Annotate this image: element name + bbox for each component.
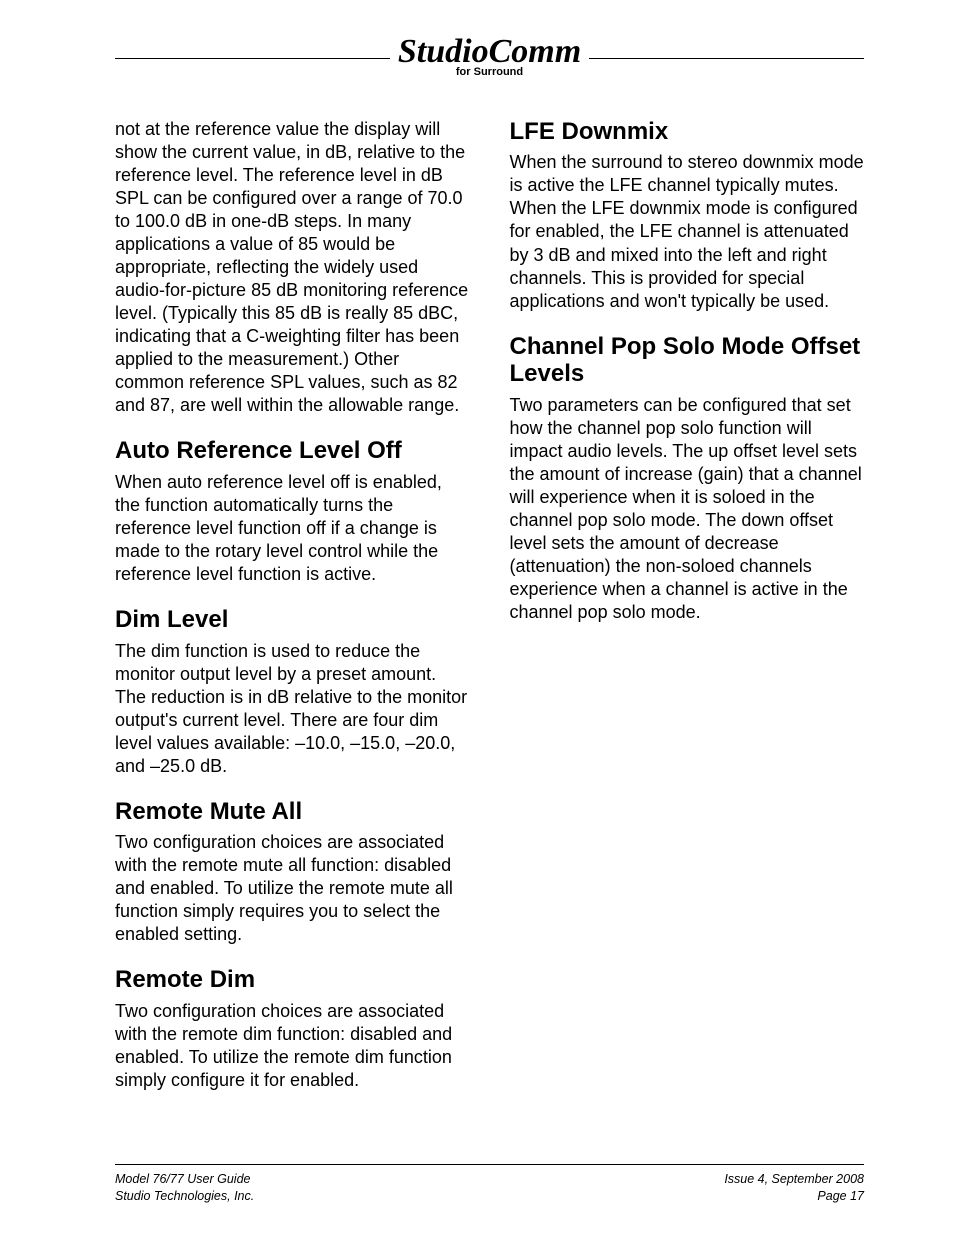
header-rule-right bbox=[589, 58, 864, 59]
footer-guide-title: Model 76/77 User Guide bbox=[115, 1171, 254, 1188]
section-body: The dim function is used to reduce the m… bbox=[115, 640, 470, 778]
logo: StudioComm for Surround bbox=[390, 40, 589, 78]
footer-issue: Issue 4, September 2008 bbox=[724, 1171, 864, 1188]
section-heading: Dim Level bbox=[115, 606, 470, 634]
section-body: Two configuration choices are associated… bbox=[115, 1000, 470, 1092]
page: StudioComm for Surround not at the refer… bbox=[0, 0, 954, 1235]
left-column: not at the reference value the display w… bbox=[115, 118, 470, 1164]
page-footer: Model 76/77 User Guide Studio Technologi… bbox=[115, 1164, 864, 1205]
section-body: When the surround to stereo downmix mode… bbox=[510, 151, 865, 312]
content-area: not at the reference value the display w… bbox=[115, 118, 864, 1164]
intro-paragraph: not at the reference value the display w… bbox=[115, 118, 470, 417]
section-heading: Remote Mute All bbox=[115, 798, 470, 826]
section-body: Two parameters can be configured that se… bbox=[510, 394, 865, 624]
page-header: StudioComm for Surround bbox=[115, 40, 864, 78]
section-heading: Channel Pop Solo Mode Offset Levels bbox=[510, 333, 865, 388]
section-heading: Remote Dim bbox=[115, 966, 470, 994]
section-heading: Auto Reference Level Off bbox=[115, 437, 470, 465]
section-heading: LFE Downmix bbox=[510, 118, 865, 146]
header-rule-left bbox=[115, 58, 390, 59]
logo-main: StudioComm bbox=[398, 40, 581, 64]
section-body: Two configuration choices are associated… bbox=[115, 831, 470, 946]
footer-company: Studio Technologies, Inc. bbox=[115, 1188, 254, 1205]
footer-right: Issue 4, September 2008 Page 17 bbox=[724, 1171, 864, 1205]
footer-left: Model 76/77 User Guide Studio Technologi… bbox=[115, 1171, 254, 1205]
section-body: When auto reference level off is enabled… bbox=[115, 471, 470, 586]
right-column: LFE Downmix When the surround to stereo … bbox=[510, 118, 865, 1164]
footer-page-number: Page 17 bbox=[724, 1188, 864, 1205]
